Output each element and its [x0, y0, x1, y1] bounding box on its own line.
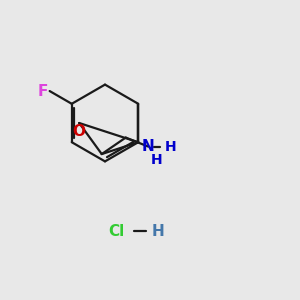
- Text: O: O: [73, 124, 86, 140]
- Text: H: H: [152, 224, 164, 238]
- Text: Cl: Cl: [108, 224, 124, 238]
- Text: H: H: [165, 140, 176, 154]
- Text: N: N: [142, 139, 155, 154]
- Text: F: F: [38, 83, 48, 98]
- Text: H: H: [151, 153, 163, 167]
